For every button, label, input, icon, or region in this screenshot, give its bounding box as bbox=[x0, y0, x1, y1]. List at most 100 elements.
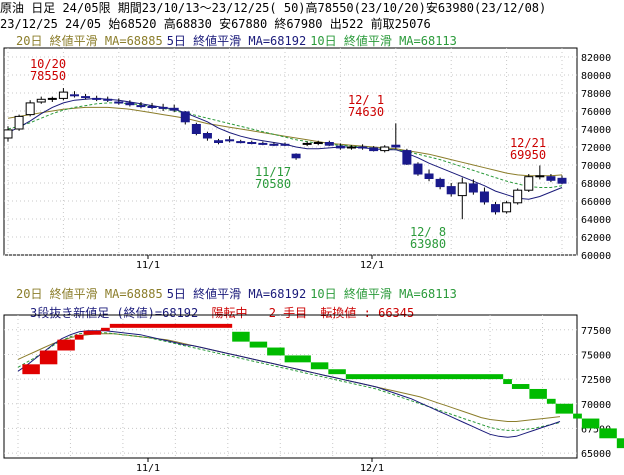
price-tick-label: 64000 bbox=[581, 215, 611, 226]
annotation-value: 70580 bbox=[255, 177, 291, 191]
candle-body bbox=[546, 176, 556, 181]
candle-body bbox=[103, 98, 113, 101]
price-tick-label: 68000 bbox=[581, 179, 611, 190]
new-value-block bbox=[345, 374, 504, 380]
new-value-block bbox=[555, 403, 574, 414]
candle-body bbox=[424, 173, 434, 179]
candle-body bbox=[324, 142, 334, 146]
price-ma20-line bbox=[7, 106, 563, 177]
candle-body bbox=[202, 133, 212, 139]
price-panel-frame bbox=[3, 47, 578, 256]
candle-body bbox=[557, 177, 567, 184]
ma-legend-bottom: 20日 終値平滑 MA=68885 5日 終値平滑 MA=68192 10日 終値平… bbox=[16, 287, 461, 301]
nv-tick-label: 75000 bbox=[581, 350, 611, 361]
candle-body bbox=[236, 141, 246, 144]
candle-body bbox=[125, 102, 135, 106]
nv-tick-label: 70000 bbox=[581, 400, 611, 411]
candle-body bbox=[502, 202, 512, 213]
state-label: 陽転中 bbox=[211, 306, 248, 320]
new-value-block bbox=[39, 350, 58, 365]
candle-body bbox=[391, 144, 401, 148]
annotation-date: 12/ 1 bbox=[348, 93, 384, 107]
price-tick-label: 76000 bbox=[581, 107, 611, 118]
nv-xtick-label: 11/1 bbox=[136, 463, 160, 474]
candle-body bbox=[491, 204, 501, 213]
candle-body bbox=[302, 142, 312, 145]
candle-body bbox=[58, 91, 68, 99]
new-value-block bbox=[573, 413, 582, 419]
nv-tick-label: 72500 bbox=[581, 375, 611, 386]
candle-body bbox=[280, 143, 290, 146]
candle-body bbox=[468, 183, 478, 193]
price-tick-label: 82000 bbox=[581, 53, 611, 64]
candle-body bbox=[335, 145, 345, 149]
candle-body bbox=[191, 124, 201, 134]
annotation-value: 74630 bbox=[348, 105, 384, 119]
count-label: 2 手目 bbox=[268, 306, 308, 320]
candle-body bbox=[258, 142, 268, 145]
candle-body bbox=[14, 115, 24, 130]
candle-body bbox=[291, 153, 301, 159]
nv-tick-label: 67500 bbox=[581, 424, 611, 435]
candle-body bbox=[69, 94, 79, 97]
nv-tick-label: 77500 bbox=[581, 326, 611, 337]
price-tick-label: 70000 bbox=[581, 161, 611, 172]
candle-body bbox=[513, 189, 523, 204]
new-value-block bbox=[284, 355, 311, 363]
annotation-value: 78550 bbox=[30, 69, 66, 83]
new-value-block bbox=[529, 388, 547, 399]
new-value-block bbox=[310, 362, 329, 370]
candle-body bbox=[247, 142, 257, 144]
ma20-legend: 20日 終値平滑 MA=68885 bbox=[16, 34, 163, 48]
nv-ma10-line bbox=[17, 332, 561, 431]
new-value-block bbox=[267, 347, 285, 356]
annotation-value: 63980 bbox=[410, 237, 446, 251]
candle-body bbox=[346, 146, 356, 149]
candle-body bbox=[369, 147, 379, 152]
candle-body bbox=[457, 182, 467, 197]
new-value-block bbox=[616, 438, 624, 449]
ma10-legend: 10日 終値平滑 MA=68113 bbox=[310, 34, 457, 48]
price-tick-label: 60000 bbox=[581, 251, 611, 262]
annotation-date: 10/20 bbox=[30, 57, 66, 71]
new-value-block bbox=[57, 339, 75, 351]
new-value-block bbox=[101, 327, 110, 331]
header-line-1: 原油 日足 24/05限 期間23/10/13～23/12/25( 50)高78… bbox=[0, 0, 624, 16]
new-value-legend: 3段抜き新値足 (終値)=68192 陽転中 2 手目 転換値 : 66345 bbox=[30, 304, 414, 321]
ma5-legend: 5日 終値平滑 MA=68192 bbox=[166, 34, 307, 48]
new-value-block bbox=[581, 418, 600, 429]
candle-body bbox=[380, 146, 390, 152]
candle-body bbox=[358, 146, 368, 149]
candle-body bbox=[36, 98, 46, 103]
new-value-block bbox=[74, 334, 84, 340]
price-xtick-label: 11/1 bbox=[136, 260, 160, 271]
reversal-label: 転換値 : 66345 bbox=[320, 306, 415, 320]
new-value-block bbox=[546, 398, 556, 404]
candle-body bbox=[535, 175, 545, 178]
annotation-date: 12/21 bbox=[510, 136, 546, 150]
price-tick-label: 80000 bbox=[581, 71, 611, 82]
ma-legend-top: 20日 終値平滑 MA=68885 5日 終値平滑 MA=68192 10日 終値平… bbox=[16, 34, 461, 48]
new-value-block bbox=[109, 323, 233, 328]
ma5-legend-bottom: 5日 終値平滑 MA=68192 bbox=[166, 287, 307, 301]
new-value-block bbox=[511, 384, 530, 389]
nv-ma5-line bbox=[17, 330, 561, 438]
candle-body bbox=[169, 107, 179, 111]
candle-body bbox=[3, 129, 13, 139]
price-ma10-line bbox=[7, 102, 563, 188]
header-line-2: 23/12/25 24/05 始68520 高68830 安67880 終679… bbox=[0, 16, 624, 32]
candle-body bbox=[402, 150, 412, 165]
ma10-legend-bottom: 10日 終値平滑 MA=68113 bbox=[310, 287, 457, 301]
price-tick-label: 74000 bbox=[581, 125, 611, 136]
price-tick-label: 62000 bbox=[581, 233, 611, 244]
new-value-block bbox=[249, 341, 268, 348]
candle-body bbox=[524, 176, 534, 191]
candle-body bbox=[136, 105, 146, 108]
new-value-block bbox=[22, 364, 40, 375]
candle-body bbox=[25, 102, 35, 116]
annotation-date: 11/17 bbox=[255, 165, 291, 179]
ma20-legend-bottom: 20日 終値平滑 MA=68885 bbox=[16, 287, 163, 301]
new-value-block bbox=[503, 379, 512, 385]
price-tick-label: 66000 bbox=[581, 197, 611, 208]
